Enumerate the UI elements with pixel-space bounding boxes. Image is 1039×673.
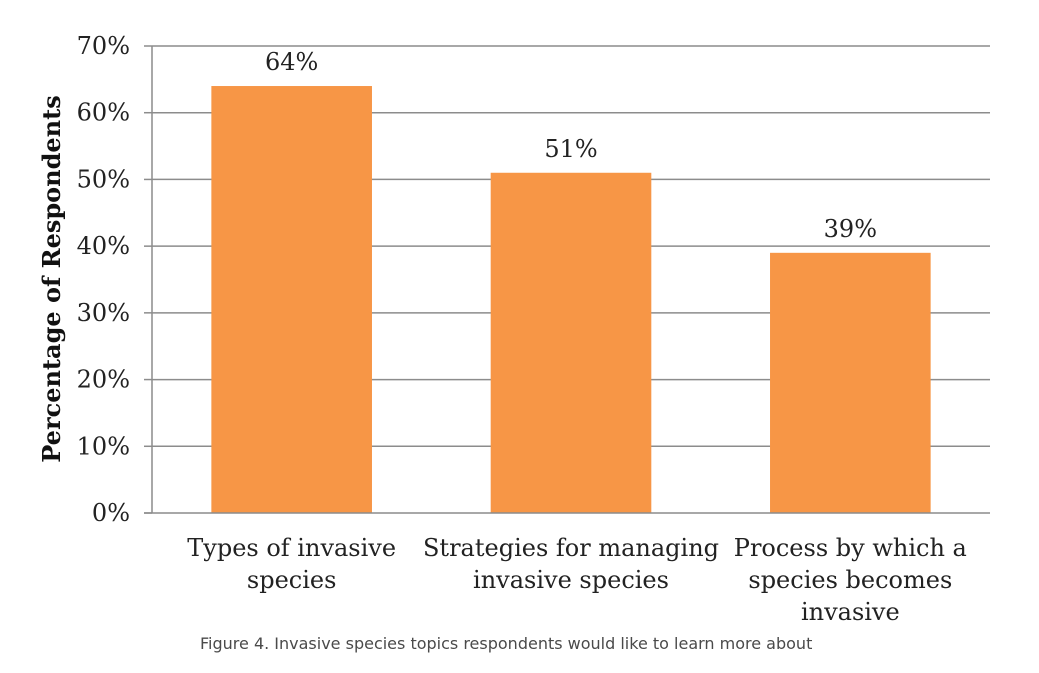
x-category-label: species xyxy=(247,566,337,594)
x-category-label: Types of invasive xyxy=(187,534,396,562)
data-label: 64% xyxy=(265,48,318,76)
bar xyxy=(211,86,372,514)
y-tick-label: 30% xyxy=(77,299,130,327)
data-label: 51% xyxy=(544,135,597,163)
data-label: 39% xyxy=(824,215,877,243)
x-category-label: species becomes xyxy=(748,566,952,594)
y-tick-label: 50% xyxy=(77,165,130,193)
y-tick-label: 60% xyxy=(77,99,130,127)
x-category-label: Strategies for managing xyxy=(423,534,719,562)
x-category-label: invasive xyxy=(801,598,900,626)
bar xyxy=(770,252,931,514)
labels: 0% 10% 20% 30% 40% 50% 60% 70% 64% Types of invas… xyxy=(77,32,967,626)
y-tick-label: 20% xyxy=(77,366,130,394)
x-category-label: invasive species xyxy=(473,566,669,594)
x-category-label: Process by which a xyxy=(734,534,967,562)
y-axis-title: Percentage of Respondents xyxy=(37,95,66,462)
y-tick-label: 70% xyxy=(77,32,130,60)
axes xyxy=(144,45,990,514)
bar xyxy=(490,172,652,513)
y-tick-label: 10% xyxy=(77,432,130,460)
bars xyxy=(211,86,931,514)
figure-caption: Figure 4. Invasive species topics respon… xyxy=(200,634,813,653)
y-tick-label: 0% xyxy=(92,499,130,527)
y-tick-label: 40% xyxy=(77,232,130,260)
